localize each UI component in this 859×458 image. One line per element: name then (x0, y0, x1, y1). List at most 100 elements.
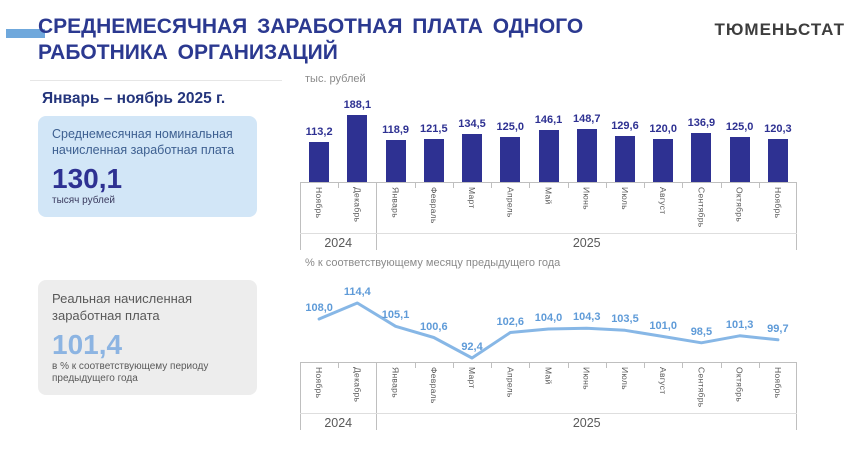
line-value-label: 92,4 (461, 341, 483, 353)
bar (729, 137, 750, 182)
line-chart-plot: 108,0 114,4 105,1 100,6 92,4 102,6 104,0 104,3 1… (300, 284, 797, 362)
axis-tick (682, 363, 684, 368)
axis-tick (529, 363, 531, 368)
axis-tick (758, 363, 760, 368)
month-label: Сентябрь (696, 187, 707, 228)
axis-tick (567, 363, 569, 368)
bar-value-label: 113,2 (305, 126, 333, 138)
accent-dash (6, 29, 45, 38)
month-label: Июнь (581, 367, 592, 390)
axis-tick (529, 183, 531, 188)
month-label: Апрель (505, 367, 516, 398)
bar (691, 133, 712, 182)
axis-level-divider (300, 233, 797, 234)
bar-value-label: 120,3 (764, 123, 792, 135)
bar-value-label: 136,9 (687, 117, 716, 129)
line-value-label: 108,0 (305, 302, 333, 314)
month-label: Октябрь (734, 187, 745, 223)
bar (385, 140, 406, 182)
month-label: Декабрь (352, 367, 363, 403)
year-label: 2024 (324, 416, 353, 430)
month-label: Июль (619, 367, 630, 390)
axis-tick (338, 183, 340, 188)
axis-tick (682, 183, 684, 188)
axis-tick (605, 363, 607, 368)
axis-tick (338, 363, 340, 368)
bar-value-label: 118,9 (382, 124, 410, 136)
bar-value-label: 148,7 (572, 113, 601, 125)
axis-tick (567, 183, 569, 188)
line-value-label: 101,3 (725, 318, 754, 331)
nominal-salary-card: Среднемесячная номинальная начисленная з… (38, 116, 257, 217)
month-label: Сентябрь (696, 367, 707, 408)
axis-tick (605, 183, 607, 188)
bar (538, 130, 559, 182)
bar-chart-caption: тыс. рублей (305, 73, 366, 85)
bar-chart-plot: 113,2 188,1 118,9 121,5 134,5 125,0 146,1 148,7… (300, 96, 797, 182)
real-salary-label: Реальная начисленная заработная плата (52, 291, 193, 323)
bar (423, 139, 444, 182)
nominal-salary-label: Среднемесячная номинальная начисленная з… (52, 127, 235, 157)
month-label: Июль (619, 187, 630, 210)
nominal-salary-unit: тысяч рублей (52, 195, 115, 206)
month-label: Май (543, 187, 554, 205)
left-panel-divider (30, 80, 282, 81)
axis-tick (758, 183, 760, 188)
month-label: Март (467, 367, 478, 389)
axis-year-separator (376, 183, 378, 250)
line-value-label: 114,4 (343, 286, 371, 298)
real-salary-unit: в % к соответствующему периоду предыдуще… (52, 361, 209, 384)
year-label: 2025 (572, 236, 601, 250)
month-label: Ноябрь (314, 187, 325, 219)
month-label: Ноябрь (772, 367, 783, 399)
axis-tick (644, 183, 646, 188)
real-salary-value: 101,4 (52, 329, 123, 360)
line-value-label: 99,7 (767, 322, 789, 335)
org-logo: ТЮМЕНЬСТАТ (714, 20, 845, 39)
bar-value-label: 121,5 (420, 123, 448, 135)
nominal-salary-value: 130,1 (52, 163, 123, 194)
bar-value-label: 134,5 (458, 118, 486, 130)
year-label: 2024 (324, 236, 353, 250)
axis-tick (452, 183, 454, 188)
axis-tick (414, 363, 416, 368)
month-label: Февраль (428, 367, 439, 404)
axis-tick (720, 363, 722, 368)
month-label: Октябрь (734, 367, 745, 403)
axis-tick (720, 183, 722, 188)
axis-level-divider (300, 413, 797, 414)
line-value-label: 98,5 (690, 325, 713, 338)
line-chart-caption: % к соответствующему месяцу предыдущего … (305, 257, 561, 269)
month-label: Май (543, 367, 554, 385)
bar (500, 137, 521, 182)
line-chart-axis: Ноябрь Декабрь Январь Февраль Март Апрель Май И… (300, 362, 797, 430)
axis-year-separator (376, 363, 378, 430)
month-label: Апрель (505, 187, 516, 218)
year-label: 2025 (572, 416, 601, 430)
month-label: Декабрь (352, 187, 363, 223)
axis-tick (414, 183, 416, 188)
bar-value-label: 125,0 (496, 121, 525, 133)
axis-year-separator (300, 183, 301, 250)
bar-chart-axis: Ноябрь Декабрь Январь Февраль Март Апрель Май И… (300, 182, 797, 250)
line-value-label: 104,3 (572, 311, 601, 324)
month-label: Ноябрь (772, 187, 783, 219)
bar-value-label: 188,1 (343, 99, 372, 111)
bar (462, 134, 483, 182)
period-label: Январь – ноябрь 2025 г. (42, 90, 226, 107)
bar-value-label: 129,6 (611, 120, 639, 132)
axis-tick (491, 363, 493, 368)
axis-tick (491, 183, 493, 188)
month-label: Август (658, 367, 669, 395)
bar-value-label: 125,0 (725, 121, 754, 133)
month-label: Январь (390, 367, 401, 398)
bar-value-label: 146,1 (534, 114, 563, 126)
bar (767, 139, 788, 182)
bar (576, 129, 597, 182)
bar (614, 136, 635, 182)
line-series (317, 301, 780, 360)
bar (653, 139, 674, 182)
axis-year-separator (796, 183, 797, 250)
axis-year-separator (300, 363, 301, 430)
